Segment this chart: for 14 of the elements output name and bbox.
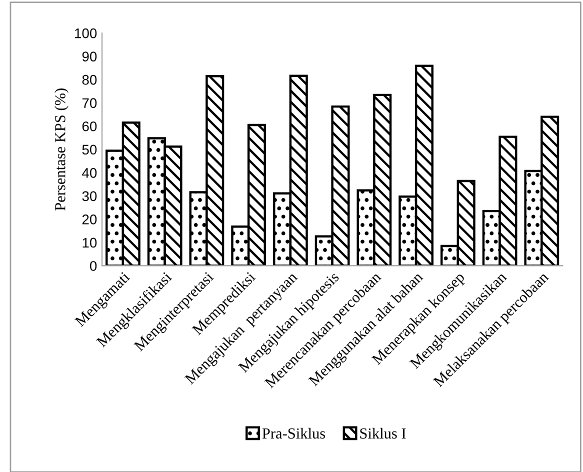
y-tick-label: 50 — [82, 144, 97, 155]
y-axis-title: Persentase KPS (%) — [54, 88, 68, 210]
y-tick-label: 0 — [90, 261, 97, 271]
legend-label: Siklus I — [360, 428, 406, 439]
y-tick-label: 90 — [82, 52, 97, 62]
y-tick-label: 30 — [82, 191, 97, 202]
y-tick-label: 80 — [82, 74, 97, 85]
y-tick-label: 60 — [82, 121, 97, 132]
y-tick-label: 10 — [82, 238, 97, 248]
legend-label: Pra-Siklus — [262, 428, 326, 439]
y-tick-label: 20 — [82, 214, 97, 224]
y-tick-label: 70 — [82, 98, 97, 108]
y-tick-label: 40 — [82, 168, 97, 178]
y-tick-label: 100 — [75, 28, 97, 38]
